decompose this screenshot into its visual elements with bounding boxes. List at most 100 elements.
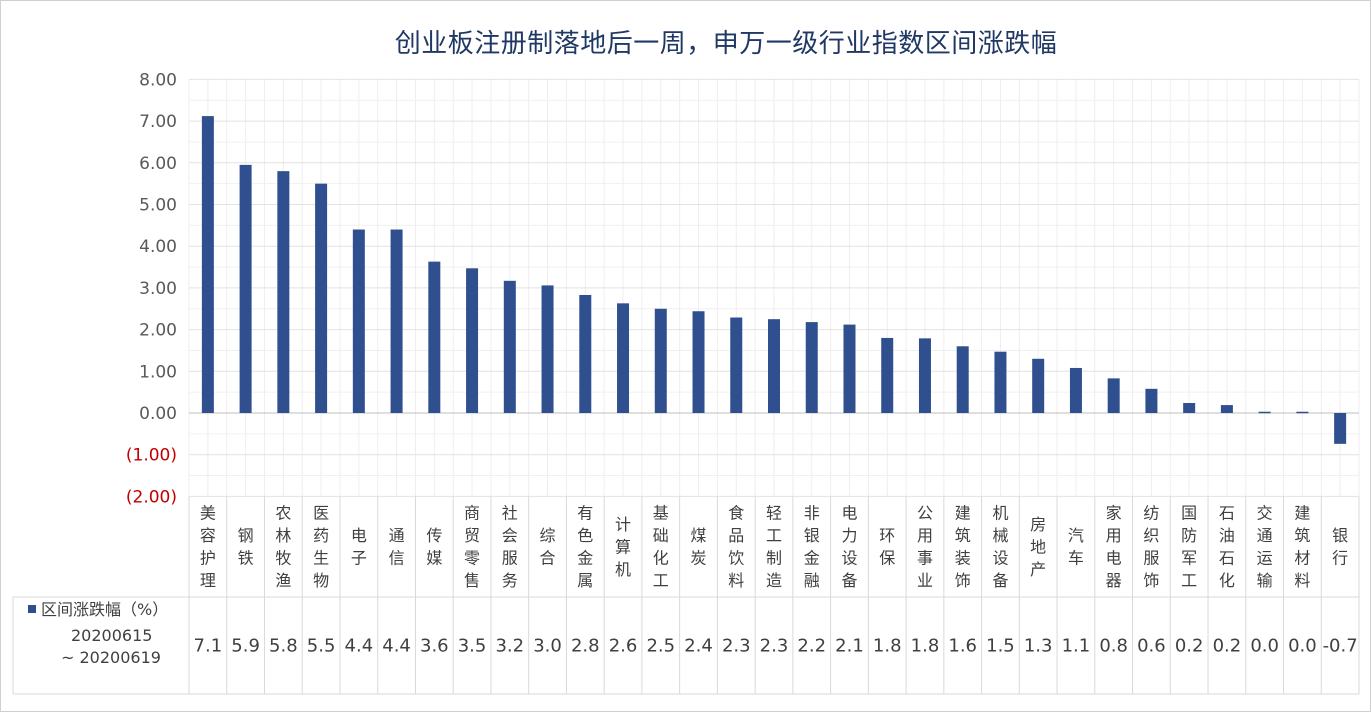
data-label: 1.8 <box>873 636 902 657</box>
bar <box>843 324 856 413</box>
x-tick-label: 煤炭 <box>691 526 707 568</box>
x-tick-label: 交通运输 <box>1257 504 1273 591</box>
bar <box>579 294 592 413</box>
data-label: 0.0 <box>1288 636 1317 657</box>
data-label: 7.1 <box>194 636 223 657</box>
bar <box>277 171 290 413</box>
bar <box>881 337 894 413</box>
data-label: 2.6 <box>609 636 638 657</box>
bar <box>730 317 743 413</box>
data-label: 5.9 <box>231 636 260 657</box>
x-tick-label: 机械设备 <box>992 504 1008 591</box>
data-label: 0.6 <box>1137 636 1166 657</box>
data-label: 5.5 <box>307 636 336 657</box>
x-tick-label: 房地产 <box>1030 515 1046 579</box>
y-tick-label: 0.00 <box>139 404 177 424</box>
x-tick-label: 计算机 <box>615 515 631 579</box>
data-label: 4.4 <box>382 636 411 657</box>
data-label: 2.8 <box>571 636 600 657</box>
bar <box>1258 411 1271 414</box>
bar <box>1069 367 1082 413</box>
bar <box>390 229 403 413</box>
x-tick-label: 轻工制造 <box>766 504 782 591</box>
legend-label-line2: 20200615 <box>71 626 152 645</box>
x-tick-label: 石油石化 <box>1219 504 1235 591</box>
bar <box>654 308 667 413</box>
bar <box>352 229 365 413</box>
x-tick-label: 家用电器 <box>1106 504 1122 591</box>
data-label: 2.3 <box>722 636 751 657</box>
x-tick-label: 电子 <box>351 526 367 568</box>
x-tick-label: 有色金属 <box>577 504 593 591</box>
data-label: 0.2 <box>1175 636 1204 657</box>
x-tick-label: 传媒 <box>426 526 442 568</box>
y-tick-label: 2.00 <box>139 321 177 341</box>
bar <box>1145 388 1158 413</box>
x-tick-label: 国防军工 <box>1181 504 1197 591</box>
chart-title: 创业板注册制落地后一周，申万一级行业指数区间涨跌幅 <box>394 29 1058 59</box>
bar <box>1183 402 1196 413</box>
y-tick-label: 3.00 <box>139 279 177 299</box>
data-label: 1.8 <box>911 636 940 657</box>
x-tick-label: 农林牧渔 <box>275 504 291 591</box>
data-label: 0.0 <box>1250 636 1279 657</box>
bar <box>201 116 214 413</box>
bar <box>768 319 780 413</box>
data-label: 3.6 <box>420 636 449 657</box>
legend-label: 区间涨跌幅（%） <box>41 600 168 619</box>
bar <box>315 183 328 413</box>
y-tick-label: 6.00 <box>139 154 177 174</box>
data-label: 3.2 <box>495 636 524 657</box>
x-tick-label: 钢铁 <box>238 526 254 568</box>
y-tick-label: 1.00 <box>139 362 177 382</box>
x-tick-label: 环保 <box>879 526 895 568</box>
x-tick-label: 社会服务 <box>502 504 518 591</box>
data-label: -0.7 <box>1323 636 1358 657</box>
x-tick-label: 纺织服饰 <box>1143 504 1159 591</box>
y-tick-label: 7.00 <box>139 112 177 132</box>
x-tick-label: 非银金融 <box>804 504 820 591</box>
x-tick-label: 银行 <box>1332 526 1348 568</box>
data-label: 1.1 <box>1062 636 1091 657</box>
data-label: 2.5 <box>646 636 675 657</box>
bar <box>503 280 516 413</box>
bar <box>1220 405 1233 413</box>
x-tick-label: 食品饮料 <box>728 504 744 591</box>
bar <box>466 268 479 413</box>
x-tick-label: 美容护理 <box>200 504 216 591</box>
data-label: 2.3 <box>760 636 789 657</box>
bar <box>239 164 252 413</box>
x-tick-label: 通信 <box>389 526 405 568</box>
data-label: 3.0 <box>533 636 562 657</box>
data-label: 0.2 <box>1213 636 1242 657</box>
legend-key <box>28 605 36 613</box>
x-tick-label: 电力设备 <box>841 504 857 591</box>
y-tick-label: (2.00) <box>126 487 177 507</box>
data-label: 3.5 <box>458 636 487 657</box>
legend-label-line3: ~ 20200619 <box>61 648 161 667</box>
y-tick-label: 8.00 <box>139 70 177 90</box>
data-label: 5.8 <box>269 636 298 657</box>
bar <box>1107 378 1120 413</box>
data-label: 0.8 <box>1099 636 1128 657</box>
x-tick-label: 公用事业 <box>917 504 933 591</box>
data-label: 2.1 <box>835 636 864 657</box>
x-tick-label: 建筑装饰 <box>955 504 971 591</box>
x-tick-label: 医药生物 <box>313 504 329 591</box>
data-label: 1.6 <box>948 636 977 657</box>
data-label: 2.2 <box>797 636 826 657</box>
bar <box>692 311 705 413</box>
bar <box>541 285 554 413</box>
bar <box>805 322 818 413</box>
bar <box>1032 358 1045 413</box>
bar <box>428 261 441 413</box>
y-tick-label: 5.00 <box>139 196 177 216</box>
data-label: 1.3 <box>1024 636 1053 657</box>
y-tick-label: (1.00) <box>126 446 177 466</box>
x-tick-label: 基础化工 <box>653 504 669 591</box>
bar <box>1296 411 1309 414</box>
bar <box>617 303 630 413</box>
x-tick-label: 汽车 <box>1068 526 1084 568</box>
data-label: 1.5 <box>986 636 1015 657</box>
